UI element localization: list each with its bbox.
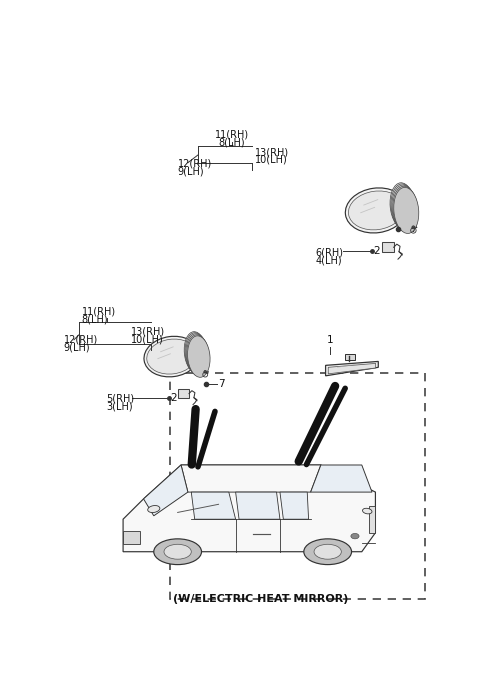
Text: 8(LH): 8(LH) <box>82 314 108 325</box>
Ellipse shape <box>390 183 415 229</box>
Text: 11(RH): 11(RH) <box>215 130 249 140</box>
Ellipse shape <box>304 539 351 565</box>
Bar <box>178 389 189 398</box>
Ellipse shape <box>412 226 415 229</box>
Bar <box>369 505 375 533</box>
Text: 8(LH): 8(LH) <box>219 137 245 147</box>
Ellipse shape <box>186 333 208 375</box>
Ellipse shape <box>204 370 206 373</box>
Ellipse shape <box>187 335 209 376</box>
Text: 7: 7 <box>218 379 225 389</box>
Text: 7: 7 <box>410 224 417 234</box>
Text: 11(RH): 11(RH) <box>82 307 116 316</box>
Text: 9(LH): 9(LH) <box>64 342 91 352</box>
Ellipse shape <box>362 508 372 514</box>
Text: 13(RH): 13(RH) <box>255 147 289 158</box>
Ellipse shape <box>348 191 404 230</box>
Text: 6(RH): 6(RH) <box>316 248 344 257</box>
Bar <box>345 353 355 360</box>
Ellipse shape <box>164 544 192 559</box>
Polygon shape <box>192 492 236 519</box>
Text: 4(LH): 4(LH) <box>316 255 342 265</box>
Polygon shape <box>236 492 280 519</box>
Text: 12(RH): 12(RH) <box>64 334 98 344</box>
Polygon shape <box>181 465 321 492</box>
Ellipse shape <box>144 336 200 377</box>
Ellipse shape <box>154 539 202 565</box>
Polygon shape <box>144 465 188 516</box>
Ellipse shape <box>391 184 416 230</box>
Text: (W/ELECTRIC HEAT MIRROR): (W/ELECTRIC HEAT MIRROR) <box>173 594 349 604</box>
Text: 10(LH): 10(LH) <box>132 334 164 344</box>
Ellipse shape <box>393 186 418 233</box>
Ellipse shape <box>184 331 207 373</box>
Ellipse shape <box>314 544 341 559</box>
Ellipse shape <box>394 188 419 233</box>
Ellipse shape <box>147 339 197 374</box>
Bar <box>382 242 394 252</box>
Ellipse shape <box>188 336 210 377</box>
Text: 13(RH): 13(RH) <box>132 327 166 337</box>
Polygon shape <box>325 361 378 376</box>
Ellipse shape <box>148 505 160 513</box>
Text: 2: 2 <box>170 393 177 402</box>
Polygon shape <box>328 364 376 374</box>
Bar <box>170 373 424 599</box>
Text: 12(RH): 12(RH) <box>178 159 212 169</box>
Bar <box>123 531 140 544</box>
Polygon shape <box>123 465 375 552</box>
Polygon shape <box>311 465 372 492</box>
Text: 5(RH): 5(RH) <box>107 394 134 404</box>
Text: 3(LH): 3(LH) <box>107 402 133 411</box>
Ellipse shape <box>351 533 359 539</box>
Polygon shape <box>280 492 309 519</box>
Text: 2: 2 <box>373 246 380 256</box>
Ellipse shape <box>345 188 407 233</box>
Ellipse shape <box>392 185 417 231</box>
Text: 9(LH): 9(LH) <box>178 166 204 177</box>
Text: 1: 1 <box>326 335 333 345</box>
Text: 10(LH): 10(LH) <box>255 155 288 165</box>
Ellipse shape <box>185 333 207 374</box>
